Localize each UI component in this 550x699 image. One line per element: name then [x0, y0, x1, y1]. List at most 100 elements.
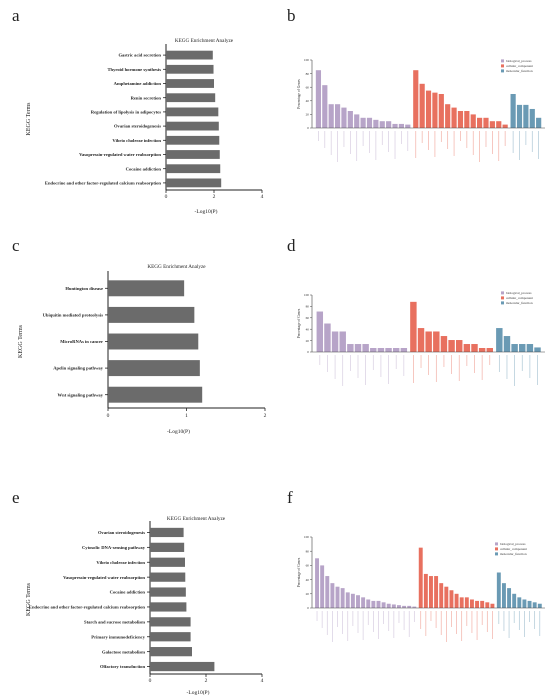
chart-d-bar-cellular_component: [486, 348, 493, 352]
chart-c-category-label: Wnt signaling pathway: [58, 392, 104, 397]
chart-f-bar-cellular_component: [434, 576, 439, 608]
chart-e-bar: [150, 527, 184, 538]
chart-f-bar-molecular_function: [527, 600, 532, 608]
chart-b-legend-label: biological_process: [506, 59, 532, 63]
panel-letter-d: d: [287, 236, 296, 255]
chart-a-bar: [166, 93, 216, 103]
chart-f-bar-biological_process: [356, 595, 360, 608]
chart-b-y-tick-label: 60: [306, 85, 310, 89]
chart-a-category-label: Renin secretion: [131, 95, 162, 100]
chart-e-x-tick-label: 0: [149, 678, 152, 684]
chart-a-x-tick-label: 4: [261, 194, 264, 200]
chart-e-bar: [150, 632, 191, 642]
chart-f-bar-biological_process: [345, 592, 350, 608]
chart-f-bar-biological_process: [381, 602, 386, 608]
chart-a-bar: [166, 121, 219, 131]
chart-d-bar-cellular_component: [448, 340, 455, 352]
chart-b-y-tick-label: 100: [304, 58, 309, 62]
chart-f-go: 0 20 40 60 80 100 Percentage of Genes biologica…: [297, 535, 545, 642]
chart-a-category-label: Ovarian steroidogenesis: [114, 124, 161, 129]
chart-f-bar-cellular_component: [418, 547, 423, 608]
chart-f-bar-cellular_component: [464, 597, 469, 608]
chart-b-bar-biological_process: [398, 123, 404, 128]
chart-c-title: KEGG Enrichment Analyze: [147, 264, 206, 270]
chart-f-bar-cellular_component: [454, 593, 459, 608]
chart-f-legend-swatch: [495, 547, 498, 551]
chart-d-bar-biological_process: [370, 348, 377, 352]
chart-c-bar: [108, 306, 195, 323]
chart-b-bar-biological_process: [328, 104, 334, 128]
chart-f-legend-label: biological_process: [500, 542, 526, 546]
chart-f-bar-cellular_component: [444, 586, 449, 608]
chart-f-y-tick-label: 0: [307, 606, 309, 610]
chart-c-x-tick-label: 1: [185, 413, 188, 419]
chart-f-bar-biological_process: [350, 593, 355, 608]
chart-e-bar: [150, 557, 185, 567]
chart-d-legend-label: molecular_function: [506, 301, 533, 305]
chart-a-category-label: Vibrio cholerae infection: [112, 138, 161, 143]
chart-b-legend-swatch: [501, 69, 504, 73]
panel-letter-a: a: [12, 6, 20, 25]
chart-d-bar-molecular_function: [519, 344, 526, 352]
chart-f-bar-cellular_component: [475, 600, 480, 608]
panel-letter-c: c: [12, 236, 20, 255]
chart-f-bar-biological_process: [412, 606, 417, 608]
chart-c-y-axis-label: KEGG Terms: [18, 324, 24, 358]
chart-e-category-label: Vibrio cholerae infection: [96, 560, 145, 565]
chart-d-bar-molecular_function: [503, 336, 511, 352]
chart-b-bar-cellular_component: [483, 117, 489, 128]
chart-c-category-label: MicroRNAs in cancer: [60, 339, 103, 344]
chart-c-bar: [108, 360, 200, 377]
chart-d-bar-biological_process: [324, 323, 331, 352]
chart-b-bar-cellular_component: [419, 83, 425, 128]
chart-b-go: 0 20 40 60 80 100 Percentage of Genes biologica…: [297, 58, 545, 162]
chart-b-bar-molecular_function: [516, 104, 523, 128]
chart-e-category-label: Endocrine and other factor-regulated cal…: [29, 605, 146, 610]
chart-f-bar-biological_process: [376, 600, 381, 608]
chart-d-legend-swatch: [501, 296, 504, 300]
chart-f-legend-label: cellular_component: [500, 547, 527, 551]
chart-f-bar-biological_process: [397, 605, 401, 608]
chart-d-bar-molecular_function: [534, 347, 541, 352]
chart-d-bar-cellular_component: [433, 331, 440, 352]
chart-c-category-label: Ubiquitin mediated proteolysis: [43, 313, 104, 318]
chart-d-legend-label: biological_process: [506, 291, 532, 295]
chart-b-bar-cellular_component: [477, 117, 483, 128]
chart-f-y-tick-label: 40: [306, 578, 310, 582]
chart-c-bar: [108, 280, 185, 297]
chart-b-bar-cellular_component: [445, 104, 451, 128]
chart-d-y-tick-label: 100: [304, 293, 309, 297]
chart-f-legend-label: molecular_function: [500, 552, 527, 556]
chart-f-bar-biological_process: [391, 604, 396, 608]
chart-f-bar-biological_process: [320, 565, 325, 608]
chart-a-bar: [166, 150, 220, 159]
chart-b-legend-swatch: [501, 59, 504, 63]
chart-f-bar-cellular_component: [449, 590, 454, 608]
chart-f-bar-cellular_component: [485, 602, 490, 608]
chart-a-kegg: KEGG Enrichment Analyze Gastric acid secr…: [26, 38, 264, 215]
chart-f-y-tick-label: 80: [306, 549, 310, 553]
chart-e-y-axis-label: KEGG Terms: [26, 582, 32, 616]
chart-a-bar: [166, 79, 214, 88]
chart-d-bar-biological_process: [316, 311, 324, 352]
chart-d-y-tick-label: 80: [306, 305, 310, 309]
chart-f-bar-biological_process: [402, 605, 407, 608]
chart-a-x-axis-label: -Log10(P): [195, 208, 218, 215]
chart-d-go: 0 20 40 60 80 100 Percentage of Genes biologica…: [297, 291, 545, 386]
chart-f-bar-molecular_function: [512, 593, 517, 608]
chart-f-bar-cellular_component: [429, 576, 433, 608]
chart-b-bar-cellular_component: [457, 111, 464, 128]
chart-e-bar: [150, 542, 185, 552]
chart-b-bar-biological_process: [366, 117, 373, 128]
chart-c-bar: [108, 333, 199, 350]
chart-a-bar: [166, 64, 214, 74]
chart-d-bar-biological_process: [362, 344, 369, 352]
panel-letter-f: f: [287, 488, 293, 507]
panel-letter-b: b: [287, 6, 296, 25]
chart-d-y-axis-label: Percentage of Genes: [297, 308, 301, 338]
chart-b-bar-biological_process: [322, 85, 328, 128]
chart-d-bar-biological_process: [339, 331, 346, 352]
chart-d-bar-cellular_component: [425, 331, 432, 352]
chart-b-bar-biological_process: [386, 121, 392, 128]
chart-b-bar-molecular_function: [536, 117, 542, 128]
